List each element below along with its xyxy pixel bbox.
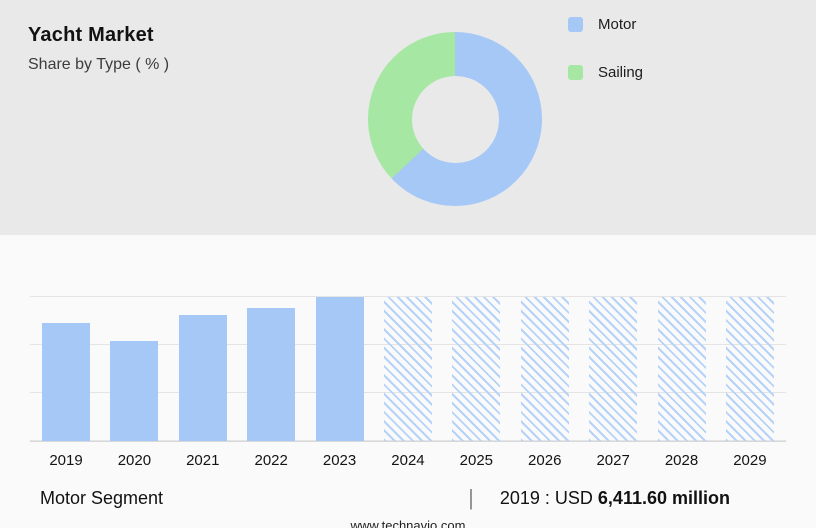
legend: Motor Sailing	[568, 16, 643, 112]
bar-2027-forecast	[589, 297, 638, 441]
xaxis-label-2021: 2021	[186, 452, 220, 469]
bar-2025-forecast	[452, 297, 501, 441]
header-panel: Yacht Market Share by Type ( % ) Motor S…	[0, 0, 816, 235]
motor-color-swatch	[568, 17, 583, 32]
title-block: Yacht Market Share by Type ( % )	[28, 24, 169, 74]
segment-label: Motor Segment	[40, 487, 164, 508]
bar-2023	[315, 297, 364, 441]
xaxis-label-2026: 2026	[528, 452, 562, 469]
bar-2020	[110, 341, 159, 441]
page-subtitle: Share by Type ( % )	[28, 56, 170, 73]
bar-chart-section: 2019 2020 2021 2022 2023 2024 2025 2026 2027 2028…	[30, 235, 786, 469]
bar-2029-forecast	[725, 297, 774, 441]
xaxis-label-2023: 2023	[322, 452, 357, 469]
bar-2019	[42, 322, 90, 441]
page-title: Yacht Market	[28, 24, 154, 46]
value-bold: 6,411.60 million	[597, 487, 730, 508]
xaxis-label-2024: 2024	[391, 452, 425, 469]
website-text: www.technavio.com	[350, 518, 466, 528]
separator: |	[468, 485, 474, 510]
xaxis-label-2028: 2028	[664, 452, 699, 469]
xaxis-label-2020: 2020	[117, 452, 152, 469]
xaxis-label-2029: 2029	[733, 452, 767, 469]
bar-plot	[30, 296, 786, 442]
value-prefix: 2019 : USD	[499, 487, 593, 508]
xaxis-label-2019: 2019	[49, 452, 83, 469]
xaxis-label-2025: 2025	[459, 452, 494, 469]
bar-2026-forecast	[520, 297, 569, 441]
value-text: 2019 : USD 6,411.60 million	[500, 488, 730, 509]
bar-2022	[247, 308, 296, 441]
legend-label-sailing: Sailing	[598, 64, 644, 81]
legend-item-motor: Motor	[568, 16, 643, 33]
footer-row: Motor Segment | 2019 : USD 6,411.60 mill…	[40, 485, 730, 511]
bar-2021	[178, 315, 227, 441]
gridline	[30, 296, 786, 297]
bar-2028-forecast	[657, 297, 706, 441]
xaxis-label-2027: 2027	[596, 452, 630, 469]
sailing-color-swatch	[568, 65, 583, 80]
donut-chart	[368, 32, 542, 206]
legend-label-motor: Motor	[598, 16, 637, 33]
bar-2024-forecast	[383, 297, 432, 441]
legend-item-sailing: Sailing	[568, 64, 643, 81]
xaxis-label-2022: 2022	[254, 452, 288, 469]
bar-xaxis: 2019 2020 2021 2022 2023 2024 2025 2026 2027 2028…	[30, 452, 786, 469]
